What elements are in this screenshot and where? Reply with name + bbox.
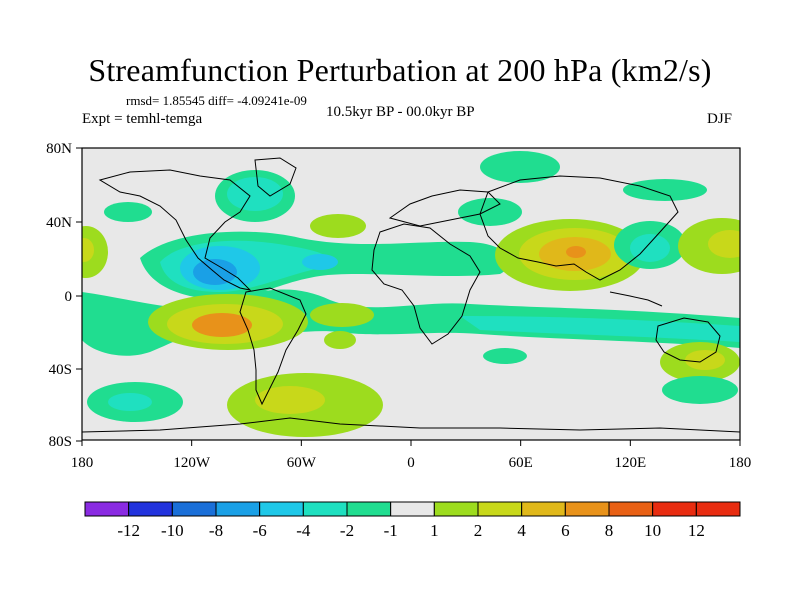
lon-tick-label: 120W bbox=[173, 455, 211, 471]
colorbar-label: -12 bbox=[117, 521, 140, 540]
lon-tick-label: 0 bbox=[407, 455, 415, 471]
colorbar-label: -8 bbox=[209, 521, 223, 540]
colorbar-box bbox=[477, 501, 523, 517]
colorbar-box bbox=[390, 501, 435, 517]
coast-antarctica bbox=[82, 417, 740, 433]
colorbar-label: -1 bbox=[384, 521, 398, 540]
contour-region bbox=[708, 230, 740, 258]
lat-tick-label: 0 bbox=[65, 289, 73, 305]
colorbar-box bbox=[259, 501, 304, 517]
colorbar-label: -6 bbox=[253, 521, 267, 540]
latitude-ticks: 80N 40N 0 40S 80S bbox=[46, 141, 82, 450]
contour-region bbox=[302, 254, 338, 270]
contour-region bbox=[82, 238, 94, 262]
lat-tick-label: 80N bbox=[46, 141, 72, 157]
colorbar-box bbox=[128, 501, 173, 517]
contour-region bbox=[108, 393, 152, 411]
colorbar-label: 6 bbox=[561, 521, 570, 540]
season-label: DJF bbox=[707, 111, 733, 127]
lat-tick-label: 80S bbox=[49, 434, 72, 450]
contour-region bbox=[227, 177, 283, 211]
coastlines bbox=[82, 157, 740, 433]
colorbar-label: 4 bbox=[517, 521, 526, 540]
lon-tick-label: 60E bbox=[509, 455, 533, 471]
contour-region bbox=[255, 386, 325, 414]
lon-tick-label: 180 bbox=[729, 455, 752, 471]
lat-tick-label: 40N bbox=[46, 215, 72, 231]
contour-fields bbox=[82, 151, 740, 437]
coast-europe bbox=[388, 189, 501, 227]
lon-tick-label: 180 bbox=[71, 455, 94, 471]
contour-region bbox=[630, 234, 670, 262]
contour-region bbox=[310, 303, 374, 327]
longitude-ticks: 180 120W 60W 0 60E 120E 180 bbox=[71, 440, 752, 471]
colorbar-label: 8 bbox=[605, 521, 614, 540]
coast-asia bbox=[479, 175, 679, 281]
contour-region bbox=[324, 331, 356, 349]
coast-australia bbox=[655, 317, 721, 363]
experiment-label: Expt = temhl-temga bbox=[82, 111, 203, 127]
colorbar-box bbox=[215, 501, 261, 517]
colorbar-box bbox=[521, 501, 566, 517]
lon-tick-label: 120E bbox=[614, 455, 646, 471]
colorbar-box bbox=[84, 501, 130, 517]
colorbar-box bbox=[695, 501, 741, 517]
coast-greenland bbox=[254, 157, 297, 197]
contour-region bbox=[458, 198, 522, 226]
colorbar-label: 10 bbox=[644, 521, 661, 540]
contour-region bbox=[480, 151, 560, 183]
lon-tick-label: 60W bbox=[287, 455, 317, 471]
coast-south-america bbox=[239, 287, 307, 406]
rmsd-diff-stats: rmsd= 1.85545 diff= -4.09241e-09 bbox=[126, 93, 307, 108]
colorbar-box bbox=[171, 501, 217, 517]
colorbar: -12 -10 -8 -6 -4 -2 -1 1 2 4 6 8 10 12 bbox=[84, 501, 741, 540]
colorbar-label: -2 bbox=[340, 521, 354, 540]
map-title: Streamfunction Perturbation at 200 hPa (… bbox=[88, 52, 712, 88]
period-label: 10.5kyr BP - 00.0kyr BP bbox=[326, 104, 475, 120]
coast-indonesia bbox=[609, 291, 663, 307]
colorbar-label: 1 bbox=[430, 521, 439, 540]
colorbar-box bbox=[652, 501, 697, 517]
coast-north-america bbox=[98, 169, 252, 291]
colorbar-box bbox=[346, 501, 392, 517]
contour-region bbox=[566, 246, 586, 258]
colorbar-box bbox=[608, 501, 654, 517]
coast-africa bbox=[371, 223, 481, 345]
contour-region bbox=[104, 202, 152, 222]
colorbar-box bbox=[302, 501, 348, 517]
lat-tick-label: 40S bbox=[49, 362, 72, 378]
contour-region bbox=[483, 348, 527, 364]
colorbar-box bbox=[564, 501, 610, 517]
contour-region bbox=[310, 214, 366, 238]
colorbar-label: -10 bbox=[161, 521, 184, 540]
contour-region bbox=[662, 376, 738, 404]
colorbar-box bbox=[433, 501, 479, 517]
colorbar-label: -4 bbox=[296, 521, 311, 540]
colorbar-label: 2 bbox=[474, 521, 483, 540]
contour-region bbox=[82, 226, 108, 278]
contour-region bbox=[192, 313, 252, 337]
colorbar-label: 12 bbox=[688, 521, 705, 540]
contour-region bbox=[623, 179, 707, 201]
contour-region bbox=[685, 350, 725, 370]
